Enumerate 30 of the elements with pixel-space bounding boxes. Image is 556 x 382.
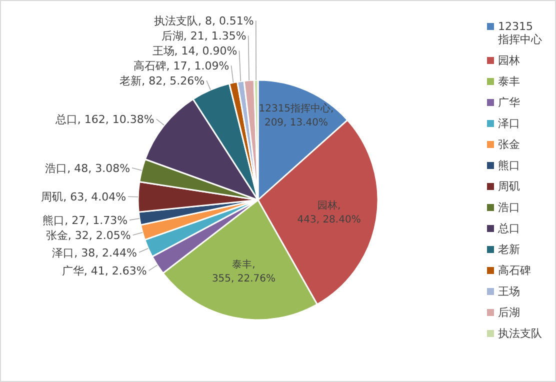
data-label: 泰丰, 355, 22.76%: [212, 258, 276, 285]
data-label: 12315指挥中心, 209, 13.40%: [258, 102, 334, 129]
data-label: 泽口, 38, 2.44%: [52, 246, 138, 260]
legend-label: 泰丰: [498, 75, 520, 88]
data-label: 周矶, 63, 4.04%: [41, 190, 126, 204]
legend-label: 周矶: [498, 180, 520, 193]
data-label: 执法支队, 8, 0.51%: [154, 14, 254, 28]
legend-label: 后湖: [498, 306, 520, 319]
legend-label: 12315指挥中心: [497, 20, 542, 46]
legend-label: 老新: [498, 243, 520, 256]
legend-label: 王场: [498, 285, 520, 298]
data-label: 老新, 82, 5.26%: [120, 74, 205, 88]
data-label: 园林, 443, 28.40%: [297, 200, 361, 226]
legend-label: 熊口: [498, 159, 520, 172]
legend-label: 高石碑: [498, 264, 531, 277]
legend-label: 张金: [498, 138, 520, 151]
data-label: 浩口, 48, 3.08%: [45, 162, 130, 175]
data-label: 熊口, 27, 1.73%: [42, 214, 128, 228]
legend-label: 泽口: [498, 117, 520, 130]
data-label: 王场, 14, 0.90%: [152, 44, 238, 58]
data-label: 广华, 41, 2.63%: [62, 264, 147, 278]
legend-label: 广华: [498, 96, 520, 109]
data-label: 高石碑, 17, 1.09%: [133, 60, 230, 73]
legend-label: 执法支队: [498, 327, 542, 340]
data-label: 总口, 162, 10.38%: [54, 113, 154, 126]
data-label: 后湖, 21, 1.35%: [161, 30, 246, 43]
legend-label: 总口: [497, 222, 520, 235]
legend-label: 浩口: [498, 201, 520, 214]
legend-label: 园林: [498, 54, 520, 67]
data-label: 张金, 32, 2.05%: [46, 229, 131, 242]
